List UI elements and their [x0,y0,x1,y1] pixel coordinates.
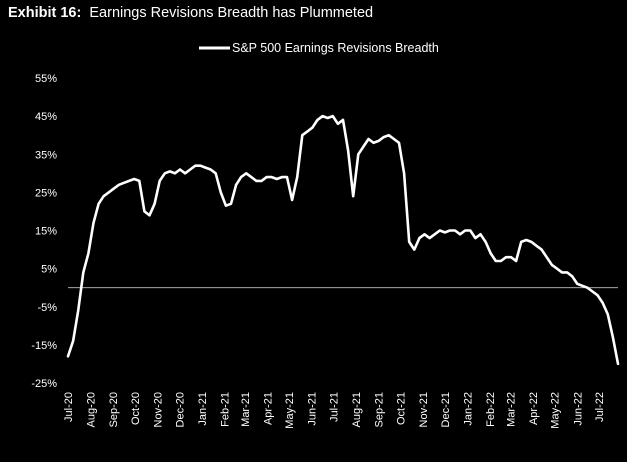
x-tick-label: Feb-22 [485,392,497,427]
x-tick-label: May-22 [550,392,562,429]
legend: S&P 500 Earnings Revisions Breadth [199,41,439,55]
y-tick-label: 45% [35,111,57,123]
x-tick-label: Mar-22 [505,392,517,427]
x-tick-label: Jan-22 [462,392,474,426]
x-tick-label: Aug-20 [86,392,98,427]
chart-title-text: Earnings Revisions Breadth has Plummeted [89,5,374,21]
y-tick-label: 35% [35,149,57,161]
legend-label: S&P 500 Earnings Revisions Breadth [232,41,439,55]
x-tick-label: Jul-21 [329,392,341,422]
x-tick-label: Sep-21 [374,392,386,427]
x-tick-label: Sep-20 [108,392,120,427]
exhibit-label: Exhibit 16: [8,5,82,21]
y-tick-label: 15% [35,226,57,238]
y-tick-label: -25% [31,378,57,390]
x-axis: Jul-20 Aug-20 Sep-20 Oct-20 Nov-20 Dec-20 Jan-… [63,392,606,429]
x-tick-label: May-21 [284,392,296,429]
x-tick-label: Oct-20 [130,392,142,425]
x-tick-label: Jun-22 [572,392,584,426]
x-tick-label: Mar-21 [240,392,252,427]
y-tick-label: -5% [37,302,57,314]
x-tick-label: Jun-21 [307,392,319,426]
x-tick-label: Apr-21 [262,392,274,425]
y-tick-label: 5% [41,264,57,276]
x-tick-label: Feb-21 [219,392,231,427]
x-tick-label: Apr-22 [528,392,540,425]
y-axis: 55% 45% 35% 25% 15% 5% -5% -15% -25% [31,73,57,390]
x-tick-label: Jul-20 [63,392,75,422]
x-tick-label: Oct-21 [395,392,407,425]
y-tick-label: 25% [35,187,57,199]
x-tick-label: Jul-22 [594,392,606,422]
y-tick-label: -15% [31,340,57,352]
chart-title: Exhibit 16: Earnings Revisions Breadth h… [8,5,373,21]
x-tick-label: Aug-21 [351,392,363,427]
x-tick-label: Nov-20 [152,392,164,427]
x-tick-label: Jan-21 [197,392,209,426]
x-tick-label: Dec-21 [440,392,452,427]
x-tick-label: Nov-21 [418,392,430,427]
series-line-sp500-revisions-breadth [66,114,620,366]
y-tick-label: 55% [35,73,57,85]
x-tick-label: Dec-20 [174,392,186,427]
